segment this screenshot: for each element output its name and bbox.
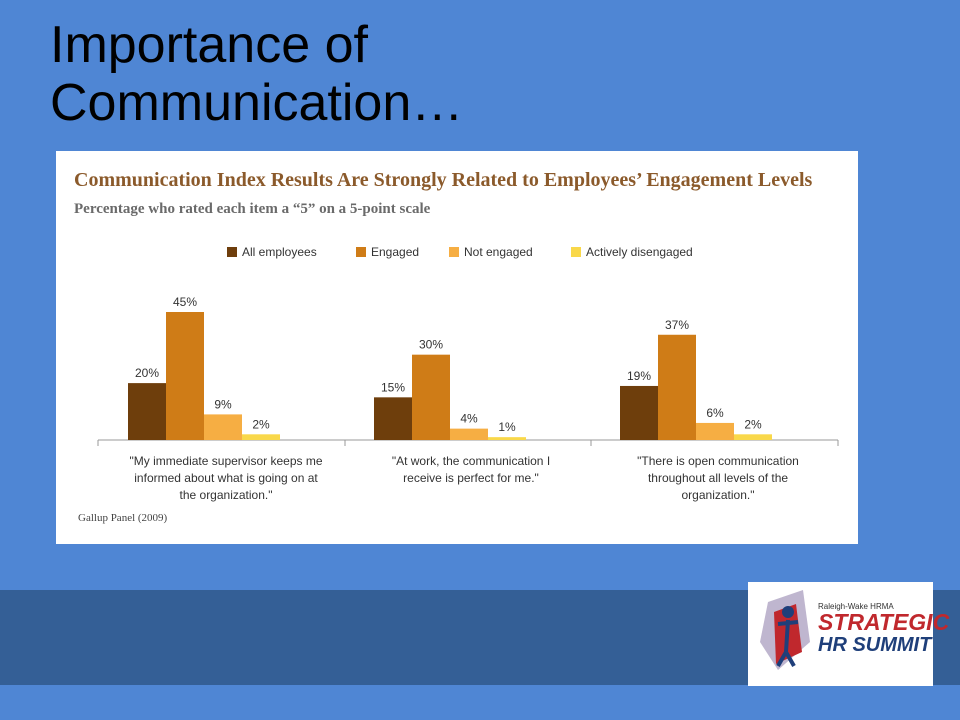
logo-line1: STRATEGIC [818, 609, 950, 635]
chart-subtitle: Percentage who rated each item a “5” on … [74, 201, 431, 217]
slide-title: Importance of Communication… [50, 16, 464, 132]
data-label: 37% [665, 318, 689, 332]
data-label: 9% [214, 397, 232, 411]
legend-item-not-engaged: Not engaged [449, 245, 533, 259]
bar-not-engaged-3 [696, 422, 734, 440]
bar-all-employees-3 [620, 385, 658, 440]
data-label: 6% [706, 406, 724, 420]
data-label: 45% [173, 295, 197, 309]
data-label: 4% [460, 412, 478, 426]
legend-item-engaged: Engaged [356, 245, 419, 259]
bar-actively-disengaged-2 [488, 437, 526, 440]
logo-org: Raleigh-Wake HRMA [818, 602, 894, 611]
legend-label: Engaged [371, 245, 420, 259]
legend-swatch [227, 247, 237, 257]
legend-item-actively-disengaged: Actively disengaged [571, 245, 693, 259]
bar-all-employees-2 [374, 397, 412, 440]
chart-panel: Communication Index Results Are Strongly… [56, 151, 858, 544]
bar-engaged-3 [658, 334, 696, 440]
data-label: 20% [135, 366, 159, 380]
bar-actively-disengaged-3 [734, 434, 772, 440]
category-label-supervisor: "My immediate supervisor keeps me inform… [129, 454, 323, 502]
bar-plot: 20% 45% 9% 2% 15% 30% 4% 1% 19% 37% 6% 2% [97, 295, 839, 446]
bar-all-employees-1 [128, 383, 166, 440]
data-label: 2% [252, 417, 270, 431]
legend-swatch [571, 247, 581, 257]
data-label: 15% [381, 380, 405, 394]
data-label: 30% [419, 338, 443, 352]
strategic-hr-summit-logo: Raleigh-Wake HRMA STRATEGIC HR SUMMIT [748, 582, 949, 686]
category-label-open-communication: "There is open communication throughout … [637, 454, 799, 502]
legend-swatch [356, 247, 366, 257]
bar-engaged-2 [412, 354, 450, 440]
legend-item-all-employees: All employees [227, 245, 317, 259]
legend-label: Not engaged [464, 245, 533, 259]
chart-source: Gallup Panel (2009) [78, 512, 168, 524]
chart-legend: All employees Engaged Not engaged Active… [56, 245, 858, 263]
figure-icon [760, 590, 810, 670]
data-label: 1% [498, 420, 516, 434]
bar-actively-disengaged-1 [242, 434, 280, 440]
bar-not-engaged-1 [204, 414, 242, 440]
legend-swatch [449, 247, 459, 257]
data-label: 19% [627, 369, 651, 383]
data-label: 2% [744, 417, 762, 431]
bar-engaged-1 [166, 312, 204, 440]
legend-label: All employees [242, 245, 317, 259]
chart-title: Communication Index Results Are Strongly… [74, 169, 813, 191]
bar-not-engaged-2 [450, 428, 488, 440]
category-label-communication: "At work, the communication I receive is… [391, 454, 551, 485]
legend-label: Actively disengaged [586, 245, 693, 259]
logo-line2: HR SUMMIT [818, 634, 932, 656]
